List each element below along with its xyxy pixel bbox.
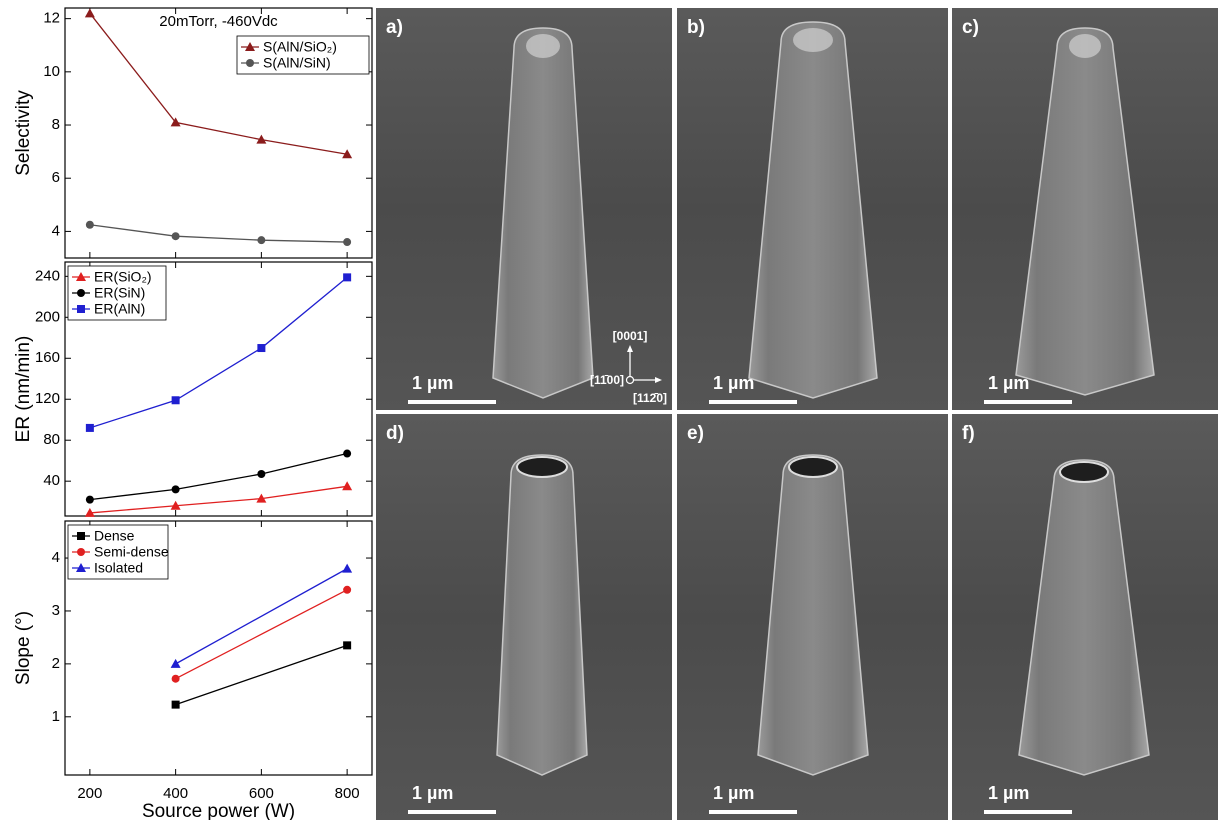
y-tick-label: 200	[35, 308, 60, 325]
pillar-top	[1060, 462, 1108, 482]
x-tick-label: 400	[163, 785, 188, 802]
x-tick-label: 800	[335, 785, 360, 802]
axis-label: [11̄00]	[590, 373, 624, 387]
marker	[172, 701, 180, 709]
series-line	[176, 645, 348, 704]
marker	[172, 675, 180, 683]
marker	[343, 450, 351, 458]
legend-marker	[246, 59, 254, 67]
figure: 4681012Selectivity20mTorr, -460VdcS(AlN/…	[0, 0, 1218, 820]
y-tick-label: 40	[43, 472, 60, 489]
y-tick-label: 1	[52, 708, 60, 725]
panel-label: a)	[386, 17, 403, 38]
marker	[257, 344, 265, 352]
y-tick-label: 6	[52, 169, 60, 186]
y-tick-label: 240	[35, 267, 60, 284]
x-tick-label: 600	[249, 785, 274, 802]
marker	[257, 470, 265, 478]
scale-bar-label: 1 µm	[988, 783, 1029, 803]
pillar-top	[1069, 34, 1101, 58]
scale-bar-label: 1 µm	[713, 783, 754, 803]
series-line	[176, 590, 348, 679]
annotation: 20mTorr, -460Vdc	[159, 13, 278, 30]
marker	[343, 641, 351, 649]
marker	[86, 424, 94, 432]
x-tick-label: 200	[77, 785, 102, 802]
axis-label: [0001]	[613, 329, 648, 343]
legend-marker	[77, 532, 85, 540]
y-tick-label: 2	[52, 655, 60, 672]
scale-bar-label: 1 µm	[988, 373, 1029, 393]
marker	[85, 8, 95, 17]
y-tick-label: 4	[52, 222, 60, 239]
series-line	[90, 13, 347, 154]
series-line	[176, 569, 348, 664]
y-axis-label: Slope (°)	[13, 611, 34, 685]
panel-label: d)	[386, 423, 404, 444]
y-tick-label: 160	[35, 349, 60, 366]
y-tick-label: 3	[52, 602, 60, 619]
series-line	[90, 225, 347, 242]
scale-bar-label: 1 µm	[713, 373, 754, 393]
marker	[343, 586, 351, 594]
legend-label: ER(SiN)	[94, 285, 145, 301]
marker	[257, 236, 265, 244]
series-line	[90, 454, 347, 500]
axis-label: [112̄0]	[633, 391, 667, 405]
legend-marker	[77, 548, 85, 556]
marker	[343, 273, 351, 281]
legend-marker	[77, 289, 85, 297]
legend-label: Semi-dense	[94, 544, 169, 560]
pillar-top	[526, 34, 560, 58]
pillar-top	[793, 28, 833, 52]
pillar-top	[517, 457, 567, 477]
marker	[342, 564, 352, 573]
y-tick-label: 4	[52, 549, 60, 566]
scale-bar-label: 1 µm	[412, 783, 453, 803]
y-tick-label: 80	[43, 431, 60, 448]
legend-label: S(AlN/SiN)	[263, 55, 331, 71]
panel-label: b)	[687, 17, 705, 38]
panel-label: c)	[962, 17, 979, 38]
legend-label: Dense	[94, 528, 135, 544]
legend-marker	[77, 305, 85, 313]
marker	[172, 485, 180, 493]
pillar	[497, 455, 587, 775]
panel-label: e)	[687, 423, 704, 444]
pillar-top	[789, 457, 837, 477]
y-tick-label: 12	[43, 10, 60, 27]
legend-label: ER(SiO₂)	[94, 269, 152, 285]
y-tick-label: 10	[43, 63, 60, 80]
marker	[342, 481, 352, 490]
y-tick-label: 120	[35, 390, 60, 407]
x-axis-label: Source power (W)	[142, 801, 295, 820]
y-axis-label: ER (nm/min)	[13, 336, 34, 443]
marker	[172, 396, 180, 404]
y-tick-label: 8	[52, 116, 60, 133]
marker	[343, 238, 351, 246]
scale-bar-label: 1 µm	[412, 373, 453, 393]
legend-label: S(AlN/SiO₂)	[263, 39, 337, 55]
marker	[171, 659, 181, 668]
legend-label: Isolated	[94, 560, 143, 576]
marker	[86, 496, 94, 504]
marker	[86, 221, 94, 229]
series-line	[90, 486, 347, 513]
panel-label: f)	[962, 423, 975, 444]
legend-label: ER(AlN)	[94, 301, 145, 317]
y-axis-label: Selectivity	[13, 90, 34, 176]
marker	[172, 232, 180, 240]
